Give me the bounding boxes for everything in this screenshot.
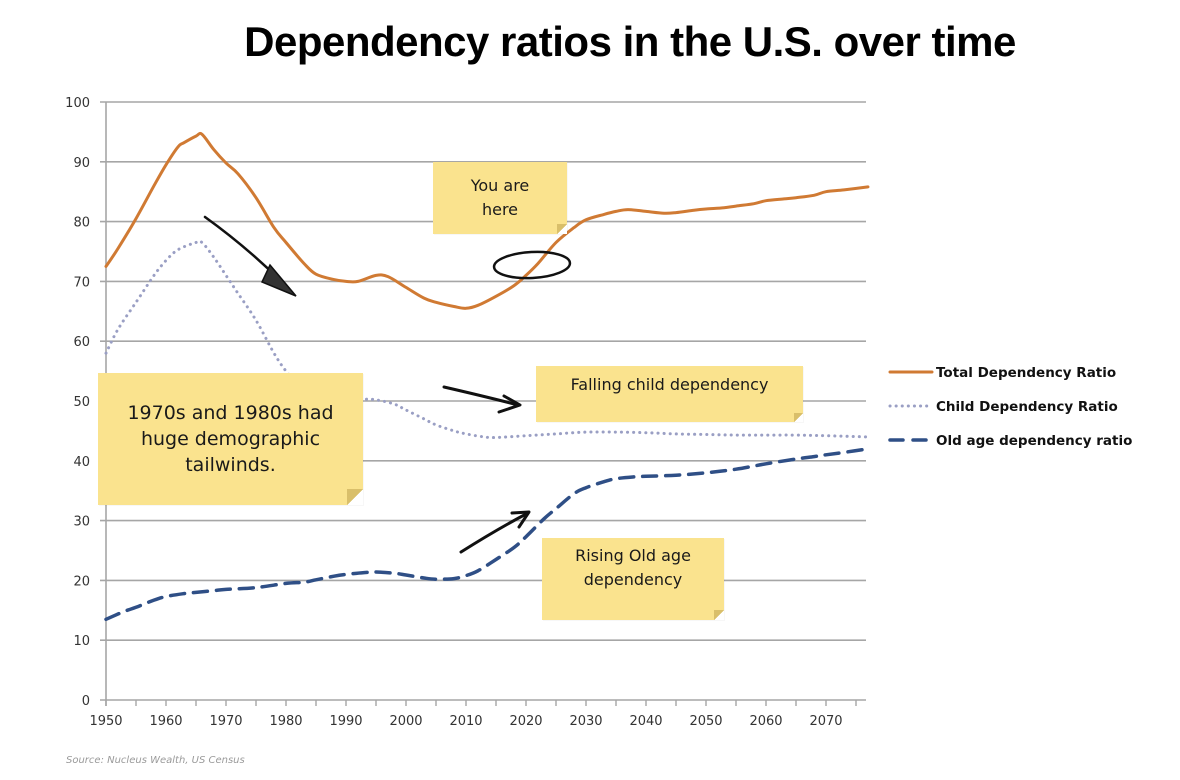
series-line-child-dependency-ratio (104, 239, 870, 440)
x-tick-label: 1950 (89, 714, 122, 729)
legend-label: Child Dependency Ratio (936, 399, 1118, 415)
y-tick-label: 80 (73, 216, 90, 231)
x-tick-label: 2060 (749, 714, 782, 729)
x-tick-label: 1980 (269, 714, 302, 729)
legend-label: Old age dependency ratio (936, 433, 1132, 449)
arrow-falling-child-icon (442, 385, 522, 414)
arrow-rising-old-age-icon (459, 510, 531, 554)
note-fold-icon (347, 489, 363, 505)
y-tick-label: 30 (73, 515, 90, 530)
x-tick-label: 2040 (629, 714, 662, 729)
falling-child-note-line: Falling child dependency (570, 375, 769, 394)
y-tick-label: 40 (73, 455, 90, 470)
arrow-decline-icon (203, 215, 297, 297)
x-tick-label: 2000 (389, 714, 422, 729)
legend: Total Dependency Ratio Child Dependency R… (888, 365, 1132, 449)
tailwinds-note-line: 1970s and 1980s had (127, 402, 334, 424)
tailwinds-note-line: tailwinds. (185, 454, 276, 476)
rising-old-age-note: Rising Old age dependency (542, 538, 724, 620)
x-tick-label: 2020 (509, 714, 542, 729)
y-tick-label: 60 (73, 335, 90, 350)
series-lines (104, 131, 870, 622)
tailwinds-note: 1970s and 1980s had huge demographic tai… (98, 373, 363, 505)
you-are-here-note-line: You are (470, 176, 530, 195)
series-line-total-dependency-ratio (104, 131, 870, 310)
source-note: Source: Nucleus Wealth, US Census (66, 755, 245, 766)
y-tick-label: 50 (73, 395, 90, 410)
tailwinds-note-line: huge demographic (140, 428, 321, 450)
x-axis-ticks: 1950 1960 1970 1980 1990 2000 2010 2020 2030 2040… (89, 714, 842, 729)
series-line-old-age-dependency-ratio (104, 447, 870, 622)
you-are-here-note: You are here (433, 162, 567, 234)
x-tick-label: 1960 (149, 714, 182, 729)
y-tick-label: 0 (82, 694, 90, 709)
x-tick-label: 1990 (329, 714, 362, 729)
chart-title: Dependency ratios in the U.S. over time (244, 18, 1016, 65)
x-tick-label: 2050 (689, 714, 722, 729)
y-tick-label: 20 (73, 574, 90, 589)
note-fold-icon (714, 610, 724, 620)
note-fold-icon (794, 413, 803, 422)
y-tick-label: 70 (73, 275, 90, 290)
you-are-here-note-line: here (481, 200, 519, 219)
x-tick-label: 2030 (569, 714, 602, 729)
hand-drawn-annotations (203, 215, 572, 554)
note-fold-icon (557, 224, 567, 234)
y-tick-label: 10 (73, 634, 90, 649)
x-tick-label: 2070 (809, 714, 842, 729)
y-tick-label: 90 (73, 156, 90, 171)
falling-child-note: Falling child dependency (536, 366, 803, 422)
legend-label: Total Dependency Ratio (936, 365, 1116, 381)
rising-old-age-note-line: Rising Old age (575, 546, 691, 565)
x-tick-label: 2010 (449, 714, 482, 729)
y-tick-label: 100 (65, 96, 90, 111)
x-tick-label: 1970 (209, 714, 242, 729)
you-are-here-circle-icon (492, 250, 572, 280)
y-axis-ticks: 0 10 20 30 40 50 60 70 80 90 100 (65, 96, 90, 709)
rising-old-age-note-line: dependency (583, 570, 683, 589)
